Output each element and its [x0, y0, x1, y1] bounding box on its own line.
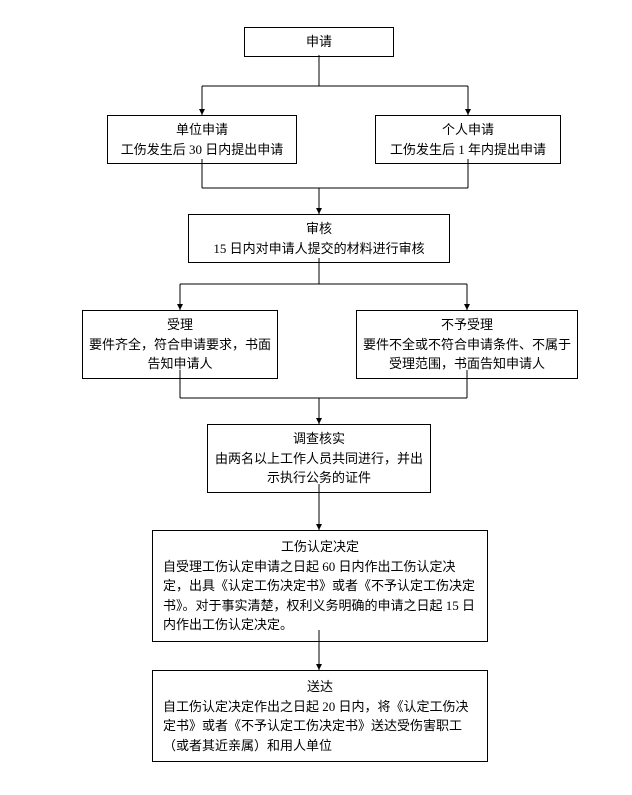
node-review: 审核 15 日内对申请人提交的材料进行审核 — [188, 214, 450, 263]
node-personal-apply-title: 个人申请 — [382, 120, 554, 140]
node-reject-body: 要件不全或不符合申请条件、不属于受理范围，书面告知申请人 — [363, 335, 571, 374]
node-accept-title: 受理 — [89, 315, 271, 335]
node-investigate: 调查核实 由两名以上工作人员共同进行，并出示执行公务的证件 — [207, 424, 431, 493]
node-unit-apply: 单位申请 工伤发生后 30 日内提出申请 — [107, 115, 297, 164]
node-unit-apply-body: 工伤发生后 30 日内提出申请 — [114, 140, 290, 160]
node-reject-title: 不予受理 — [363, 315, 571, 335]
node-personal-apply: 个人申请 工伤发生后 1 年内提出申请 — [375, 115, 561, 164]
node-accept: 受理 要件齐全，符合申请要求，书面告知申请人 — [82, 310, 278, 379]
node-deliver-title: 送达 — [163, 677, 477, 697]
node-apply: 申请 — [244, 27, 394, 57]
node-decision: 工伤认定决定 自受理工伤认定申请之日起 60 日内作出工伤认定决定，出具《认定工… — [152, 530, 488, 642]
node-investigate-title: 调查核实 — [214, 429, 424, 449]
node-investigate-body: 由两名以上工作人员共同进行，并出示执行公务的证件 — [214, 449, 424, 488]
node-review-title: 审核 — [195, 219, 443, 239]
node-apply-title: 申请 — [251, 32, 387, 52]
node-deliver: 送达 自工伤认定决定作出之日起 20 日内，将《认定工伤决定书》或者《不予认定工… — [152, 670, 488, 762]
node-deliver-body: 自工伤认定决定作出之日起 20 日内，将《认定工伤决定书》或者《不予认定工伤决定… — [163, 697, 477, 756]
node-personal-apply-body: 工伤发生后 1 年内提出申请 — [382, 140, 554, 160]
node-reject: 不予受理 要件不全或不符合申请条件、不属于受理范围，书面告知申请人 — [356, 310, 578, 379]
node-decision-body: 自受理工伤认定申请之日起 60 日内作出工伤认定决定，出具《认定工伤决定书》或者… — [163, 557, 477, 635]
node-unit-apply-title: 单位申请 — [114, 120, 290, 140]
node-accept-body: 要件齐全，符合申请要求，书面告知申请人 — [89, 335, 271, 374]
node-review-body: 15 日内对申请人提交的材料进行审核 — [195, 239, 443, 259]
node-decision-title: 工伤认定决定 — [163, 537, 477, 557]
